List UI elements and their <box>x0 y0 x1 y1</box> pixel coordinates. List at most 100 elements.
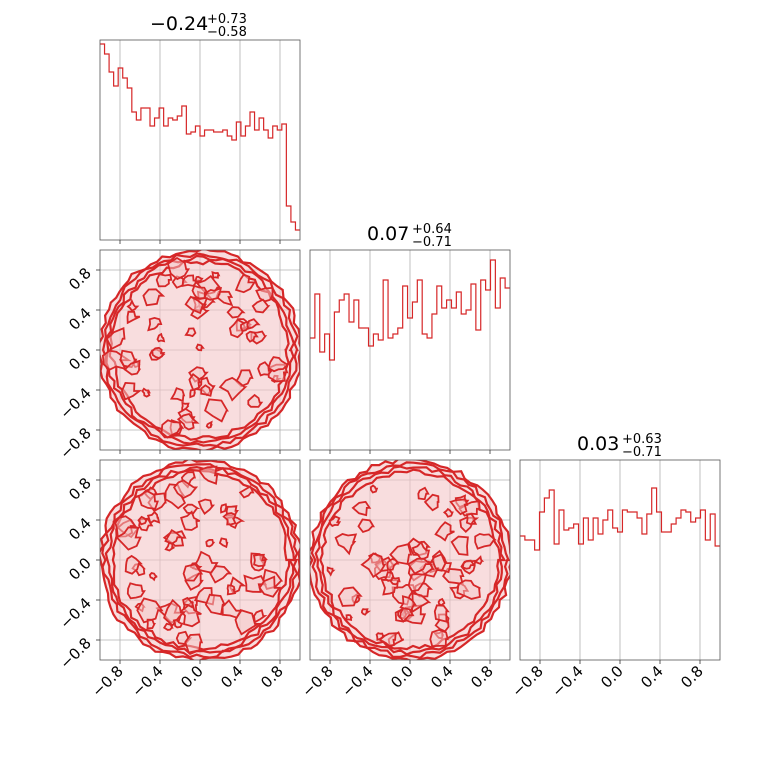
y-tick-label: −0.4 <box>56 384 94 422</box>
histogram-step-line <box>100 43 300 231</box>
contour-blob <box>378 632 397 647</box>
contour-blob <box>386 558 400 571</box>
contour-group <box>100 460 300 660</box>
y-tick-label: −0.8 <box>56 634 94 672</box>
contour-blob <box>434 521 455 542</box>
x-tick-label: 0.0 <box>177 662 207 692</box>
contour-blob <box>197 498 216 516</box>
contour-ring <box>104 465 296 655</box>
contour-blob <box>172 479 199 499</box>
contour-blob <box>194 275 204 283</box>
x-tick-label: 0.8 <box>257 662 287 692</box>
title-param-1: −0.24 <box>150 13 208 35</box>
x-tick-label: 0.0 <box>597 662 627 692</box>
contour-blob <box>204 593 226 616</box>
contour-blob <box>205 539 216 548</box>
contour-blob <box>200 384 213 397</box>
contour-blob <box>461 559 476 570</box>
contour-blob <box>164 528 184 545</box>
contour-blob <box>218 537 229 549</box>
x-tick-label: 0.4 <box>217 662 247 692</box>
title-param-2-median: 0.07 <box>367 223 409 245</box>
contour-blob <box>195 343 205 352</box>
contour-blob <box>181 274 200 288</box>
contour-blob <box>169 387 186 403</box>
x-tick-labels-col-2: −0.8 −0.4 0.0 0.4 0.8 <box>298 662 496 700</box>
contour-blob <box>126 298 140 312</box>
contour-ring <box>101 463 299 659</box>
histogram-panel-param-3 <box>519 459 721 664</box>
contour-blob <box>120 381 143 401</box>
contour-blob <box>180 510 201 531</box>
contour-blob <box>182 563 204 582</box>
title-param-1-plus: +0.73 <box>207 12 247 27</box>
contour-blob <box>141 387 151 398</box>
contour-blob <box>429 628 449 648</box>
contour-blob <box>337 586 363 607</box>
contour-blob <box>189 388 196 399</box>
contour-blob <box>328 515 342 527</box>
title-param-2-plus: +0.64 <box>412 222 452 237</box>
y-tick-label: 0.4 <box>65 304 95 334</box>
x-tick-label: 0.8 <box>677 662 707 692</box>
contour-blob <box>253 608 268 624</box>
contour-blob <box>151 346 166 359</box>
contour-blob <box>147 316 163 332</box>
contour-blob <box>344 614 354 621</box>
title-param-2-minus: −0.71 <box>412 235 452 250</box>
x-tick-label: 0.4 <box>427 662 457 692</box>
contour-blob <box>164 541 175 552</box>
x-tick-labels-col-1: −0.8 −0.4 0.0 0.4 0.8 <box>88 662 286 700</box>
contour-blob <box>182 596 194 609</box>
x-tick-label: −0.4 <box>128 662 166 700</box>
contour-blob <box>423 493 440 512</box>
contour-blob <box>162 622 174 631</box>
y-tick-labels-row-2: −0.8−0.4 0.0 0.4 0.8 <box>56 264 94 462</box>
contour-blob <box>137 515 148 526</box>
contour-blob <box>252 553 267 568</box>
contour-panel-param-2-vs-3 <box>309 459 511 664</box>
contour-blob <box>197 465 219 485</box>
contour-blob <box>246 318 261 330</box>
contour-blob <box>205 420 213 429</box>
x-tick-label: −0.4 <box>548 662 586 700</box>
contour-blob <box>267 356 291 373</box>
contour-blob <box>255 286 274 303</box>
title-param-1-minus: −0.58 <box>207 25 247 40</box>
contour-blob <box>184 295 205 315</box>
contour-blob <box>191 284 209 300</box>
title-param-3-median: 0.03 <box>577 433 619 455</box>
contour-blob <box>433 604 450 623</box>
title-param-1-median: −0.24 <box>150 13 208 35</box>
contour-blob <box>257 361 274 377</box>
x-tick-label: −0.8 <box>298 662 336 700</box>
x-tick-label: 0.0 <box>387 662 417 692</box>
contour-blob <box>384 571 395 582</box>
contour-blob <box>142 288 166 307</box>
contour-blob <box>188 373 201 392</box>
contour-blob <box>369 484 379 494</box>
y-tick-label: 0.0 <box>65 344 95 374</box>
contour-blob <box>123 359 142 376</box>
contour-blob <box>243 574 268 593</box>
contour-blob <box>126 310 141 325</box>
contour-blob <box>360 608 372 616</box>
contour-panel-param-1-vs-2 <box>96 249 301 454</box>
contour-blob <box>474 555 485 565</box>
contour-blob <box>389 543 413 566</box>
contour-blob <box>105 327 126 351</box>
contour-blob <box>465 512 480 526</box>
contour-blob <box>136 597 164 624</box>
contour-blob <box>410 592 432 614</box>
contour-blob <box>156 332 166 343</box>
contour-ring <box>314 465 507 656</box>
contour-blob <box>417 486 430 501</box>
title-param-3-plus: +0.63 <box>622 432 662 447</box>
contour-blob <box>407 557 433 575</box>
contour-blob <box>238 485 255 499</box>
contour-blob <box>146 510 161 525</box>
x-tick-labels-col-3: −0.8 −0.4 0.0 0.4 0.8 <box>508 662 706 700</box>
contour-blob <box>148 571 158 582</box>
contour-blob <box>124 554 143 575</box>
contour-blob <box>360 552 387 579</box>
